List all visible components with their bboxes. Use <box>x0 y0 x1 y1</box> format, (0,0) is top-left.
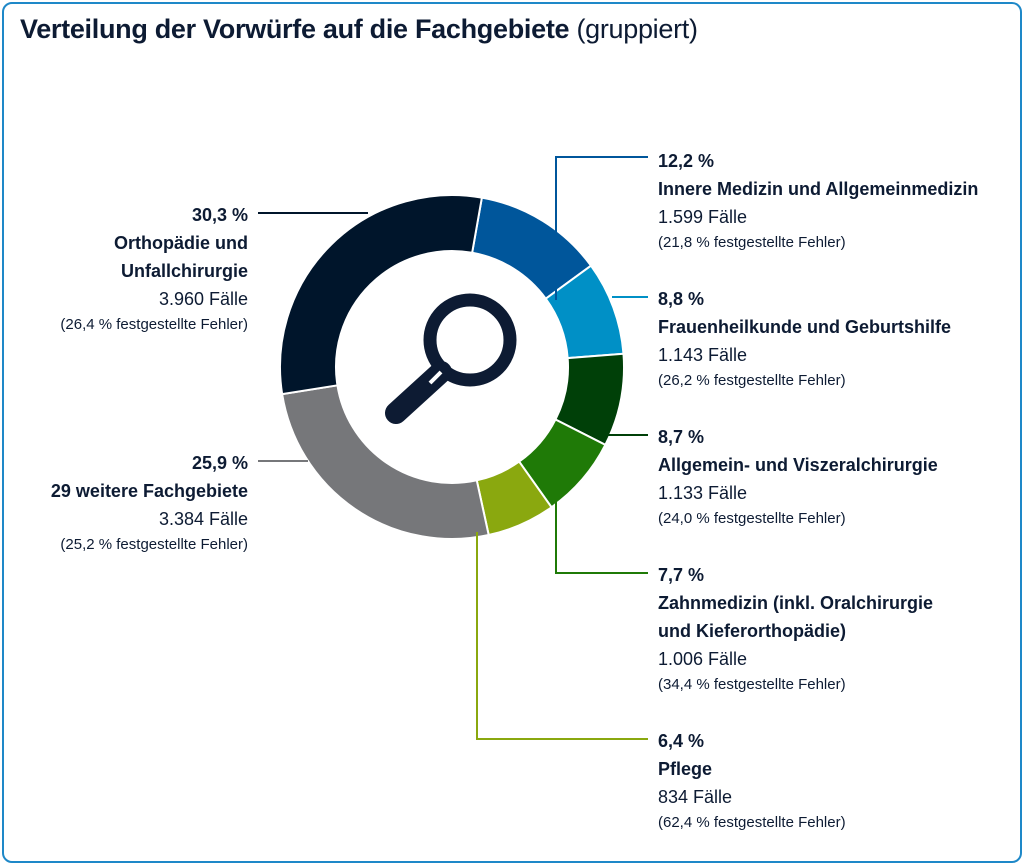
slice-cases: 1.006 Fälle <box>658 649 748 669</box>
slice-name-line2: Unfallchirurgie <box>120 261 248 281</box>
label-weitere-fachgebiete: 25,9 % 29 weitere Fachgebiete 3.384 Fäll… <box>51 449 248 557</box>
slice-name: Frauenheilkunde und Geburtshilfe <box>658 317 952 337</box>
slice-name: Orthopädie und Unfallchirurgie <box>60 229 248 285</box>
slice-errors: (21,8 % festgestellte Fehler) <box>658 234 846 251</box>
slice-name-line2: und Kieferorthopädie) <box>658 621 846 641</box>
label-pflege: 6,4 % Pflege 834 Fälle (62,4 % festgeste… <box>658 727 846 835</box>
slice-errors: (62,4 % festgestellte Fehler) <box>658 814 846 831</box>
slice-percent: 25,9 % <box>191 453 248 473</box>
label-innere-medizin: 12,2 % Innere Medizin und Allgemeinmediz… <box>658 147 978 255</box>
slice-cases: 1.143 Fälle <box>658 345 748 365</box>
donut-slice-5 <box>281 384 490 540</box>
slice-errors: (25,2 % festgestellte Fehler) <box>60 536 248 553</box>
slice-errors: (34,4 % festgestellte Fehler) <box>658 676 846 693</box>
donut-slices <box>279 194 625 540</box>
label-orthopaedie: 30,3 % Orthopädie und Unfallchirurgie 3.9… <box>60 201 248 337</box>
slice-name-line1: Orthopädie und <box>114 233 248 253</box>
slice-errors: (26,2 % festgestellte Fehler) <box>658 372 846 389</box>
leader-lines <box>258 156 648 740</box>
slice-percent: 7,7 % <box>658 565 705 585</box>
slice-cases: 1.133 Fälle <box>658 483 748 503</box>
slice-errors: (24,0 % festgestellte Fehler) <box>658 510 846 527</box>
slice-name: Zahnmedizin (inkl. Oralchirurgie und Kief… <box>658 589 933 645</box>
leader-line-0 <box>555 156 648 300</box>
slice-cases: 3.960 Fälle <box>158 289 248 309</box>
slice-percent: 6,4 % <box>658 731 705 751</box>
slice-name: Pflege <box>658 759 713 779</box>
slice-percent: 30,3 % <box>191 205 248 225</box>
donut-slice-6 <box>279 194 484 396</box>
title-main: Verteilung der Vorwürfe auf die Fachgebi… <box>20 14 570 44</box>
slice-cases: 834 Fälle <box>658 787 733 807</box>
slice-errors: (26,4 % festgestellte Fehler) <box>60 316 248 333</box>
slice-name: Innere Medizin und Allgemeinmedizin <box>658 179 979 199</box>
slice-name: Allgemein- und Viszeralchirurgie <box>658 455 938 475</box>
slice-percent: 8,7 % <box>658 427 705 447</box>
slice-name-line1: Zahnmedizin (inkl. Oralchirurgie <box>658 593 934 613</box>
slice-cases: 3.384 Fälle <box>158 509 248 529</box>
label-zahnmedizin: 7,7 % Zahnmedizin (inkl. Oralchirurgie un… <box>658 561 933 697</box>
slice-name: 29 weitere Fachgebiete <box>50 481 248 501</box>
slice-percent: 8,8 % <box>658 289 705 309</box>
leader-line-3 <box>555 490 648 574</box>
magnifier-icon <box>385 293 517 424</box>
leader-line-4 <box>476 532 648 740</box>
label-allgemein-viszeral: 8,7 % Allgemein- und Viszeralchirurgie 1… <box>658 423 938 531</box>
slice-percent: 12,2 % <box>658 151 715 171</box>
slice-cases: 1.599 Fälle <box>658 207 748 227</box>
label-frauenheilkunde: 8,8 % Frauenheilkunde und Geburtshilfe 1… <box>658 285 951 393</box>
title-subtitle: (gruppiert) <box>576 14 698 44</box>
chart-title: Verteilung der Vorwürfe auf die Fachgebi… <box>20 14 698 45</box>
